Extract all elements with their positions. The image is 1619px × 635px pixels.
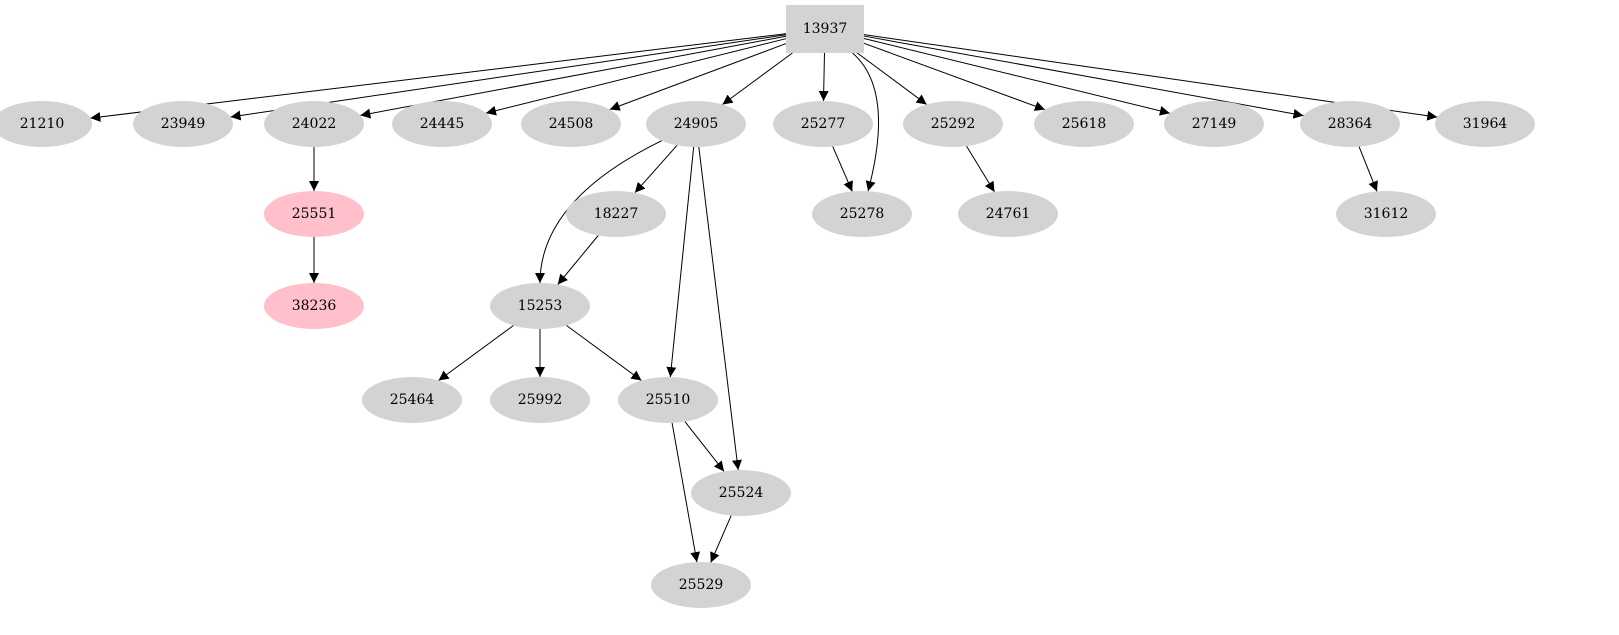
edge-24905-18227	[634, 144, 678, 194]
node-ellipse	[812, 191, 912, 237]
node-ellipse	[362, 377, 462, 423]
node-13937[interactable]: 13937	[786, 5, 864, 53]
node-ellipse	[0, 101, 92, 147]
node-28364[interactable]: 28364	[1300, 101, 1400, 147]
node-label: 13937	[803, 21, 848, 37]
node-25551[interactable]: 25551	[264, 191, 364, 237]
node-24761[interactable]: 24761	[958, 191, 1058, 237]
node-label: 21210	[20, 116, 65, 132]
node-label: 25551	[292, 206, 337, 222]
node-ellipse	[490, 283, 590, 329]
node-31612[interactable]: 31612	[1336, 191, 1436, 237]
node-label: 38236	[292, 298, 337, 314]
node-label: 27149	[1192, 116, 1237, 132]
edge-13937-25618	[863, 42, 1046, 111]
edge-25510-25524	[684, 421, 725, 472]
node-ellipse	[1164, 101, 1264, 147]
edge-25292-24761	[966, 145, 995, 193]
node-ellipse	[490, 377, 590, 423]
node-label: 25618	[1062, 116, 1107, 132]
node-ellipse	[1435, 101, 1535, 147]
node-21210[interactable]: 21210	[0, 101, 92, 147]
node-27149[interactable]: 27149	[1164, 101, 1264, 147]
node-ellipse	[392, 101, 492, 147]
node-24445[interactable]: 24445	[392, 101, 492, 147]
node-ellipse	[1034, 101, 1134, 147]
node-ellipse	[264, 191, 364, 237]
node-31964[interactable]: 31964	[1435, 101, 1535, 147]
node-label: 31612	[1364, 206, 1409, 222]
node-25510[interactable]: 25510	[618, 377, 718, 423]
node-18227[interactable]: 18227	[566, 191, 666, 237]
edge-15253-25510	[566, 325, 642, 381]
node-label: 25510	[646, 392, 691, 408]
node-38236[interactable]: 38236	[264, 283, 364, 329]
node-ellipse	[521, 101, 621, 147]
node-ellipse	[133, 101, 233, 147]
edge-13937-25277	[818, 52, 829, 102]
node-label: 24508	[549, 116, 594, 132]
node-ellipse	[1336, 191, 1436, 237]
node-label: 31964	[1463, 116, 1508, 132]
node-24905[interactable]: 24905	[646, 101, 746, 147]
edge-18227-15253	[557, 235, 599, 285]
node-ellipse	[566, 191, 666, 237]
edge-13937-25278	[852, 52, 880, 192]
edge-13937-24905	[722, 52, 793, 105]
node-ellipse	[651, 562, 751, 608]
node-ellipse	[646, 101, 746, 147]
node-25529[interactable]: 25529	[651, 562, 751, 608]
node-25278[interactable]: 25278	[812, 191, 912, 237]
node-ellipse	[958, 191, 1058, 237]
edge-13937-24508	[609, 43, 787, 111]
node-23949[interactable]: 23949	[133, 101, 233, 147]
node-ellipse	[618, 377, 718, 423]
node-24022[interactable]: 24022	[264, 101, 364, 147]
edge-24905-25524	[698, 146, 742, 471]
node-25292[interactable]: 25292	[903, 101, 1003, 147]
edge-25524-25529	[710, 515, 732, 563]
edge-25277-25278	[832, 146, 853, 192]
node-box	[786, 5, 864, 53]
node-label: 18227	[594, 206, 639, 222]
node-label: 24022	[292, 116, 337, 132]
node-25992[interactable]: 25992	[490, 377, 590, 423]
node-25277[interactable]: 25277	[773, 101, 873, 147]
node-label: 24905	[674, 116, 719, 132]
node-25618[interactable]: 25618	[1034, 101, 1134, 147]
node-25524[interactable]: 25524	[691, 470, 791, 516]
node-15253[interactable]: 15253	[490, 283, 590, 329]
edge-24905-25510	[666, 146, 695, 378]
node-label: 23949	[161, 116, 206, 132]
edge-13937-25292	[857, 52, 927, 105]
node-ellipse	[264, 283, 364, 329]
edge-15253-25464	[438, 325, 514, 381]
node-ellipse	[773, 101, 873, 147]
node-label: 25464	[390, 392, 435, 408]
edge-28364-31612	[1358, 146, 1378, 192]
nodes-layer: 13937 21210 23949 24022 24445 24508 24905 25277…	[0, 5, 1535, 608]
node-label: 25524	[719, 485, 764, 501]
node-label: 25278	[840, 206, 885, 222]
node-label: 24445	[420, 116, 465, 132]
node-ellipse	[264, 101, 364, 147]
edge-25510-25529	[671, 422, 701, 563]
node-ellipse	[691, 470, 791, 516]
node-label: 25277	[801, 116, 846, 132]
edge-13937-24445	[485, 38, 787, 116]
node-ellipse	[1300, 101, 1400, 147]
node-label: 28364	[1328, 116, 1373, 132]
node-24508[interactable]: 24508	[521, 101, 621, 147]
node-label: 24761	[986, 206, 1031, 222]
node-ellipse	[903, 101, 1003, 147]
edge-13937-27149	[863, 38, 1170, 116]
node-label: 25529	[679, 577, 724, 593]
node-label: 15253	[518, 298, 563, 314]
node-25464[interactable]: 25464	[362, 377, 462, 423]
node-label: 25992	[518, 392, 563, 408]
node-label: 25292	[931, 116, 976, 132]
